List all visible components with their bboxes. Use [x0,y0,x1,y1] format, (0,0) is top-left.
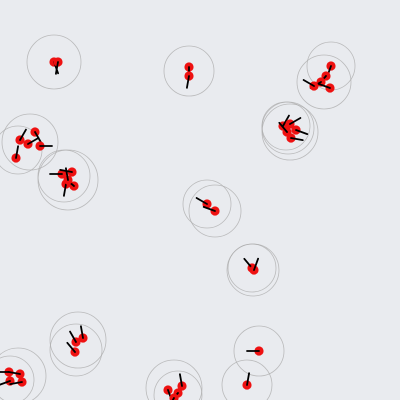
sensor-ring [261,103,319,161]
agent-heading-line [15,145,20,159]
agent-heading-line [282,114,290,127]
agent [35,141,53,151]
sensor-ring [182,179,232,229]
sensor-ring [0,355,35,400]
sensor-ring [226,243,280,297]
agent-heading-line [19,128,27,141]
agent [11,145,21,163]
sensor-ring [188,184,242,238]
agent [63,167,73,185]
agent-heading-line [7,370,21,375]
agent [302,79,319,91]
agent-heading-line [65,167,69,181]
agent-heading-line [9,381,23,386]
sensor-ring [145,359,203,400]
agent-heading-line [69,330,77,343]
agent-heading-line [0,380,11,386]
agent [202,205,220,216]
agent [66,341,80,357]
agent [291,125,309,136]
sensor-ring [221,359,273,400]
agent-heading-line [80,325,84,339]
sensor-ring [163,45,215,97]
agent-heading-line [178,373,183,387]
agent-heading-line [289,117,302,125]
agent [249,257,260,275]
agent [69,330,81,347]
agent-heading-line [34,131,42,144]
sensor-ring [261,101,311,151]
sensor-ring [0,347,47,400]
sensor-ring [49,311,107,369]
agent-heading-line [185,75,190,89]
agent [23,137,40,149]
agent [285,117,302,129]
agent-heading-line [55,61,59,75]
agent [53,57,63,75]
agent-heading-line [27,137,40,145]
agent [9,377,27,387]
agent [30,127,42,144]
agent-heading-line [202,205,216,212]
agent-heading-line [253,257,260,271]
sensor-ring [37,149,91,203]
agent-heading-line [278,121,288,133]
agent-heading-line [66,341,76,353]
sensor-ring [233,325,285,377]
sensor-ring [296,54,352,110]
sensor-ring [49,323,103,377]
sensor-ring [26,34,82,90]
agent [195,197,212,209]
agent [78,325,88,343]
agent-heading-line [302,79,315,87]
agent [286,133,304,143]
agent-heading-line [246,372,251,386]
agent-heading-line [243,257,253,269]
agent-heading-line [63,183,67,197]
agent [317,83,335,93]
agent [177,373,187,391]
agent-heading-line [295,129,309,136]
agent [246,346,264,356]
agent-heading-line [290,137,304,142]
agent [184,71,194,89]
sensor-ring [1,113,59,171]
sensor-ring [153,370,203,400]
agent [15,128,27,145]
agent-heading-line [317,83,331,89]
agent [7,369,25,379]
agent [242,372,252,390]
agent-layer [0,57,336,400]
agent [49,169,67,179]
agent-body [169,393,179,400]
agent-heading-line [195,197,208,205]
